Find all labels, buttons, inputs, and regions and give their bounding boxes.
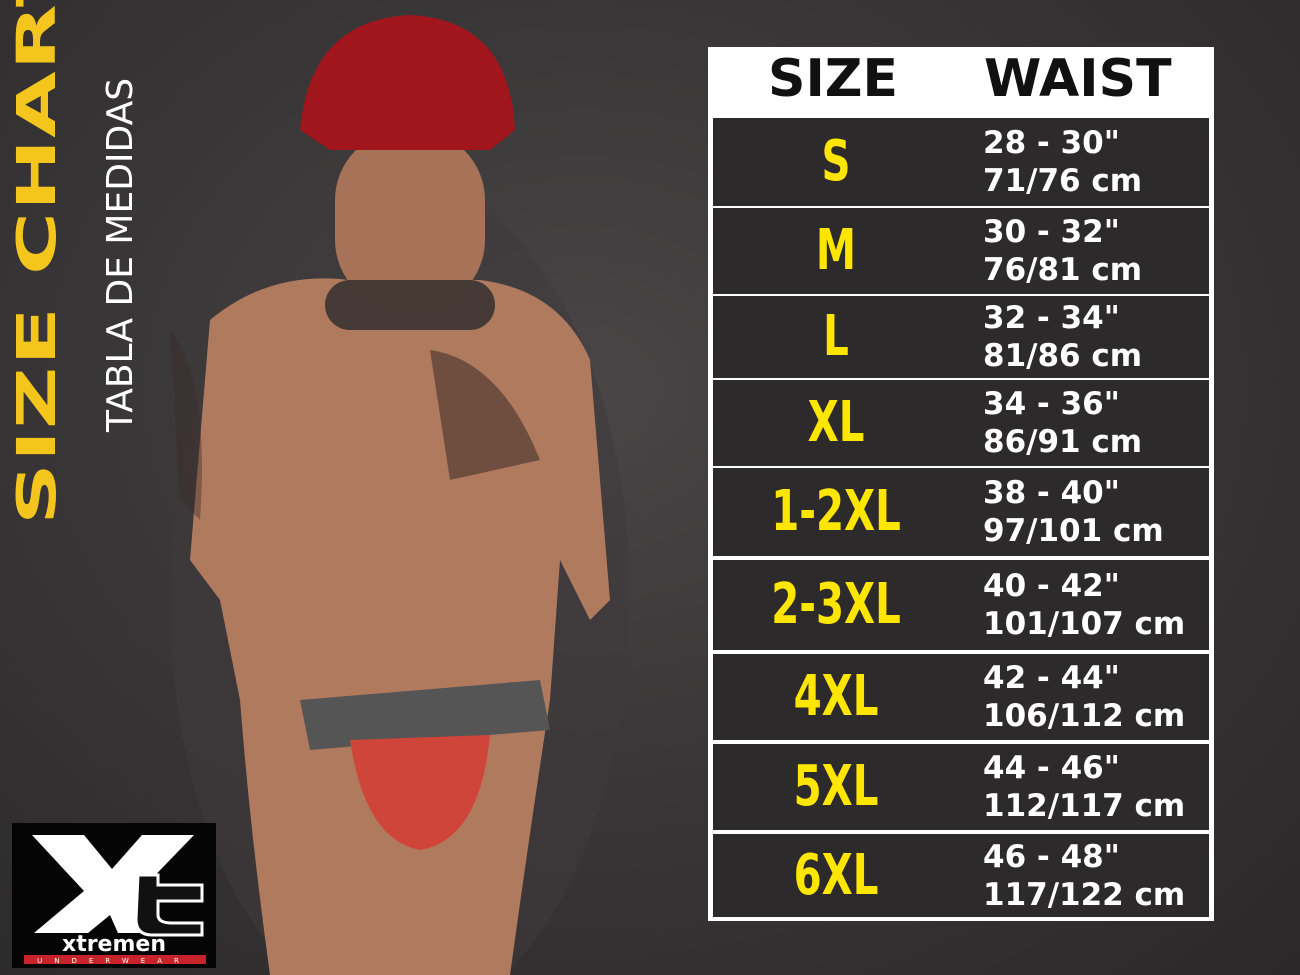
waist-cm: 112/117 cm [983,788,1186,824]
header-size: SIZE [768,49,899,109]
waist-inches: 30 - 32" [983,214,1120,250]
size-label: L [823,304,849,369]
waist-inches: 44 - 46" [983,750,1120,786]
waist-inches: 34 - 36" [983,386,1120,422]
waist-measure: 38 - 40" 97/101 cm [983,474,1164,550]
size-label: 2-3XL [771,572,901,637]
table-row: 1-2XL 38 - 40" 97/101 cm [713,468,1209,556]
waist-cm: 117/122 cm [983,876,1186,913]
size-label: S [821,129,851,194]
waist-measure: 30 - 32" 76/81 cm [983,213,1142,289]
waist-inches: 32 - 34" [983,300,1120,336]
table-row: 2-3XL 40 - 42" 101/107 cm [713,560,1209,650]
table-header: SIZE WAIST [708,47,1214,117]
model-photo [170,15,630,975]
waist-measure: 40 - 42" 101/107 cm [983,567,1185,643]
waist-inches: 46 - 48" [983,838,1120,875]
waist-measure: 46 - 48" 117/122 cm [983,838,1185,914]
waist-cm: 101/107 cm [983,606,1186,642]
waist-cm: 81/86 cm [983,338,1143,374]
table-row: XL 34 - 36" 86/91 cm [713,380,1209,466]
svg-text:xtremen: xtremen [62,932,166,957]
svg-text:UNDERWEAR: UNDERWEAR [37,957,191,965]
size-table: SIZE WAIST S 28 - 30" 71/76 cm M 30 - 32" 7… [708,47,1214,921]
table-row: 6XL 46 - 48" 117/122 cm [713,834,1209,917]
size-label: 5XL [793,754,879,819]
waist-cm: 76/81 cm [983,252,1143,288]
waist-measure: 32 - 34" 81/86 cm [983,299,1142,375]
table-row: S 28 - 30" 71/76 cm [713,118,1209,206]
size-label: 4XL [793,664,879,729]
header-waist: WAIST [984,49,1172,109]
xt-logo-mark-icon: xtremen UNDERWEAR [24,835,206,965]
waist-cm: 86/91 cm [983,424,1143,460]
size-chart-title: SIZE CHART [6,0,68,525]
size-label: 1-2XL [771,479,901,544]
waist-inches: 28 - 30" [983,125,1120,161]
waist-cm: 71/76 cm [983,163,1143,199]
waist-inches: 38 - 40" [983,475,1120,511]
waist-cm: 97/101 cm [983,513,1164,549]
xtremen-logo: xtremen UNDERWEAR [12,823,216,968]
table-row: 4XL 42 - 44" 106/112 cm [713,654,1209,740]
waist-measure: 28 - 30" 71/76 cm [983,124,1142,200]
waist-measure: 34 - 36" 86/91 cm [983,385,1142,461]
size-label: M [815,218,857,283]
size-label: XL [807,390,865,455]
waist-cm: 106/112 cm [983,698,1186,734]
waist-measure: 42 - 44" 106/112 cm [983,659,1185,735]
table-row: M 30 - 32" 76/81 cm [713,208,1209,294]
table-row: L 32 - 34" 81/86 cm [713,296,1209,378]
waist-measure: 44 - 46" 112/117 cm [983,749,1185,825]
size-label: 6XL [793,842,879,908]
waist-inches: 42 - 44" [983,660,1120,696]
waist-inches: 40 - 42" [983,568,1120,604]
table-row: 5XL 44 - 46" 112/117 cm [713,744,1209,830]
size-chart-subtitle: TABLA DE MEDIDAS [100,77,141,432]
